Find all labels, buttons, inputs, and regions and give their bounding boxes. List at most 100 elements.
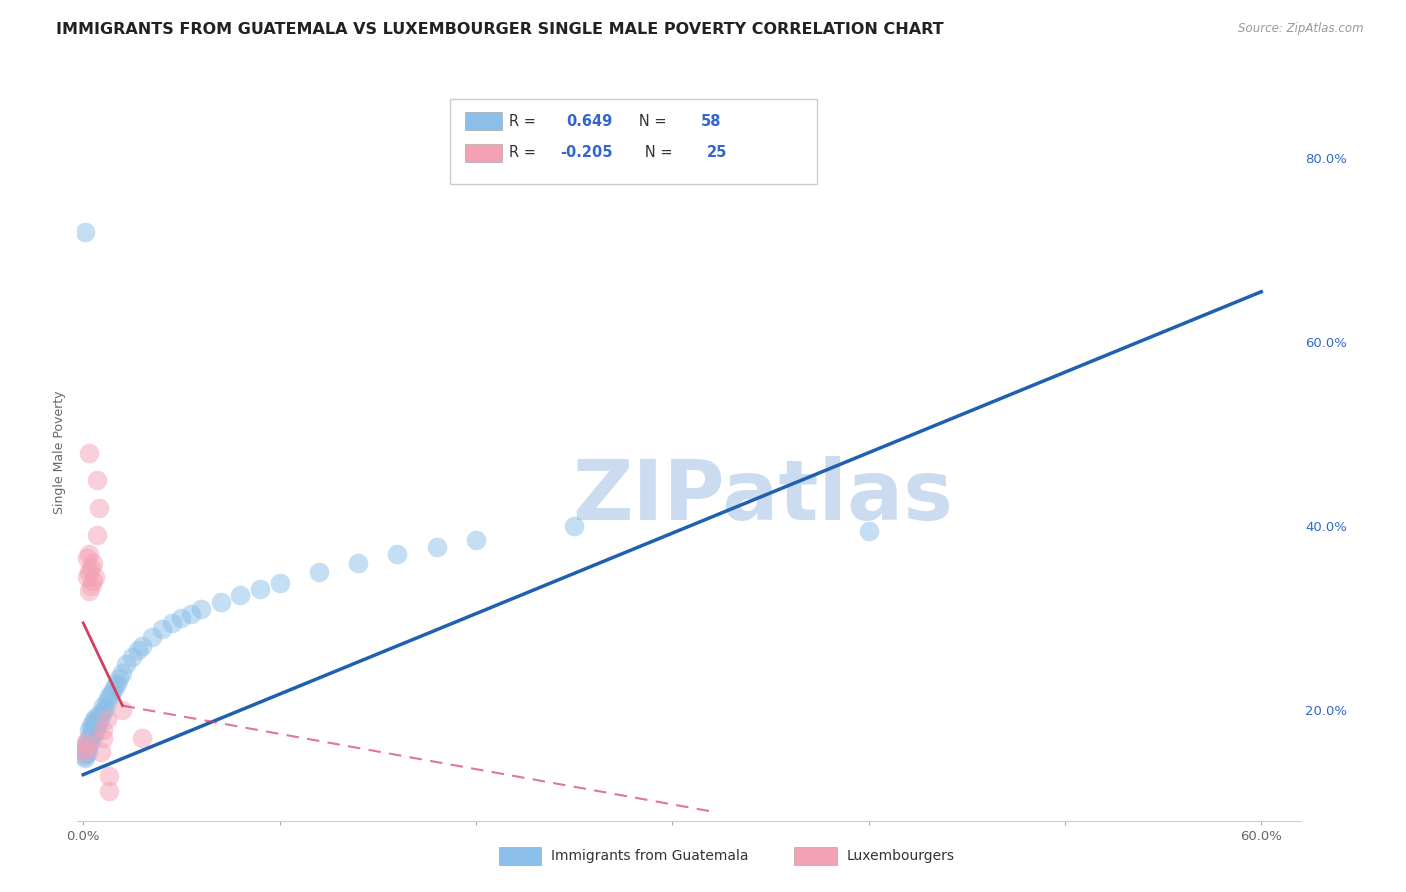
Point — [91, 723, 114, 738]
Point — [111, 703, 134, 717]
Point — [77, 446, 100, 460]
Point — [91, 705, 114, 719]
Point — [87, 706, 110, 721]
Point — [90, 745, 112, 759]
Point — [131, 639, 153, 653]
Point — [115, 657, 138, 672]
Point — [269, 576, 291, 591]
Point — [131, 731, 153, 745]
Point — [80, 732, 103, 747]
Point — [84, 710, 107, 724]
Bar — [465, 144, 502, 162]
Text: N =: N = — [631, 145, 678, 160]
Text: Immigrants from Guatemala: Immigrants from Guatemala — [551, 849, 748, 863]
Point — [75, 225, 97, 239]
Point — [107, 671, 129, 685]
Text: N =: N = — [626, 114, 672, 129]
Point — [150, 623, 173, 637]
Point — [80, 726, 103, 740]
Point — [170, 611, 193, 625]
Point — [96, 713, 118, 727]
Point — [80, 719, 103, 733]
Point — [82, 729, 104, 743]
Point — [101, 683, 124, 698]
Point — [141, 630, 163, 644]
Point — [105, 675, 128, 690]
Point — [249, 582, 271, 596]
Point — [77, 547, 100, 561]
Point — [86, 473, 108, 487]
Text: Source: ZipAtlas.com: Source: ZipAtlas.com — [1239, 22, 1364, 36]
Point — [77, 583, 100, 598]
Point — [90, 709, 112, 723]
Point — [80, 560, 103, 574]
Text: R =: R = — [509, 114, 546, 129]
Point — [347, 556, 370, 570]
Text: IMMIGRANTS FROM GUATEMALA VS LUXEMBOURGER SINGLE MALE POVERTY CORRELATION CHART: IMMIGRANTS FROM GUATEMALA VS LUXEMBOURGE… — [56, 22, 943, 37]
Point — [97, 769, 120, 784]
Text: -0.205: -0.205 — [561, 145, 613, 160]
Point — [84, 717, 107, 731]
Point — [562, 519, 585, 533]
Point — [80, 579, 103, 593]
Point — [73, 749, 96, 764]
Point — [73, 745, 96, 759]
Point — [75, 747, 97, 762]
Point — [82, 722, 104, 736]
Point — [308, 566, 330, 580]
Point — [75, 751, 97, 765]
Point — [76, 551, 98, 566]
Point — [82, 556, 104, 570]
Point — [87, 714, 110, 729]
Point — [86, 720, 108, 734]
Point — [209, 595, 232, 609]
Text: 25: 25 — [707, 145, 728, 160]
Point — [77, 566, 100, 580]
Point — [91, 731, 114, 745]
Point — [76, 570, 98, 584]
Point — [464, 533, 486, 547]
Text: R =: R = — [509, 145, 541, 160]
Point — [77, 745, 100, 759]
Point — [97, 690, 120, 704]
Point — [84, 570, 107, 584]
Point — [160, 615, 183, 630]
Point — [73, 745, 96, 759]
Point — [426, 540, 449, 554]
Point — [96, 694, 118, 708]
Point — [229, 588, 252, 602]
Point — [86, 713, 108, 727]
Point — [121, 649, 143, 664]
Point — [75, 735, 97, 749]
Text: 58: 58 — [702, 114, 721, 129]
Point — [94, 701, 117, 715]
Point — [82, 574, 104, 589]
Point — [86, 528, 108, 542]
Point — [76, 735, 98, 749]
Point — [387, 547, 409, 561]
Bar — [465, 112, 502, 130]
Point — [100, 687, 122, 701]
Point — [76, 742, 98, 756]
Point — [75, 740, 97, 755]
Text: Luxembourgers: Luxembourgers — [846, 849, 955, 863]
Text: ZIPatlas: ZIPatlas — [572, 457, 953, 537]
Point — [180, 607, 202, 621]
Point — [190, 602, 212, 616]
Point — [87, 500, 110, 515]
Point — [82, 714, 104, 729]
Point — [104, 679, 127, 693]
Y-axis label: Single Male Poverty: Single Male Poverty — [53, 391, 66, 515]
Point — [77, 731, 100, 745]
Point — [84, 725, 107, 739]
Point — [858, 524, 880, 538]
Point — [111, 666, 134, 681]
Point — [91, 698, 114, 713]
FancyBboxPatch shape — [450, 99, 817, 184]
Point — [75, 740, 97, 755]
Text: 0.649: 0.649 — [567, 114, 613, 129]
Point — [77, 723, 100, 738]
Point — [127, 643, 149, 657]
Point — [77, 738, 100, 752]
Point — [97, 784, 120, 798]
